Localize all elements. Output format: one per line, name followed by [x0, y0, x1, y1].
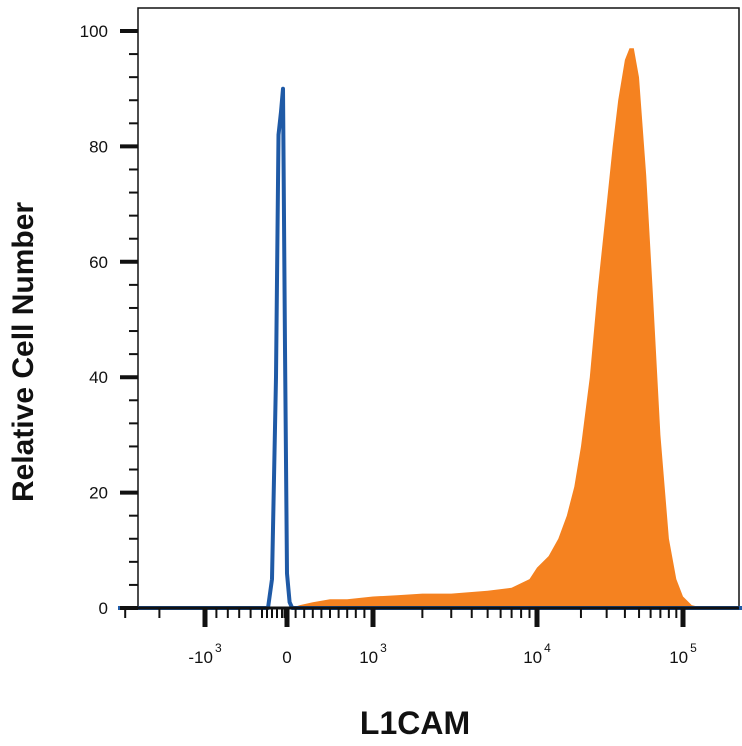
- y-tick-label: 80: [89, 137, 108, 156]
- y-tick-label: 0: [99, 599, 108, 618]
- x-minor-ticks: [124, 608, 678, 618]
- x-tick-label: 0: [282, 648, 291, 667]
- y-axis-title: Relative Cell Number: [7, 202, 40, 502]
- y-tick-label: 100: [80, 22, 108, 41]
- y-tick-label: 20: [89, 484, 108, 503]
- y-tick-label: 60: [89, 253, 108, 272]
- x-tick-label: 10 5: [669, 641, 697, 667]
- x-axis-title: L1CAM: [360, 705, 470, 741]
- series-0-area: [291, 48, 704, 609]
- x-tick-label: 10 4: [523, 641, 551, 667]
- series-1-line: [118, 86, 742, 610]
- x-tick-label: -10 3: [188, 641, 222, 667]
- y-tick-label: 40: [89, 368, 108, 387]
- x-tick-label: 10 3: [359, 641, 387, 667]
- series-layer: [118, 48, 742, 610]
- x-axis: -10 3 0 10 3 10 4 10 5: [188, 608, 697, 667]
- y-axis: 0 20 40 60 80 100: [80, 22, 138, 618]
